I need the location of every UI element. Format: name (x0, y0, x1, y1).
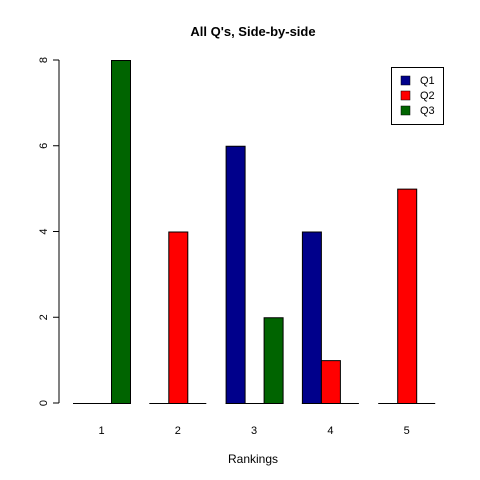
x-axis-tick-labels: 1 2 3 4 5 (98, 425, 409, 437)
x-tick-label-1: 1 (98, 425, 104, 437)
y-tick-label-0: 0 (38, 400, 50, 406)
legend: Q1 Q2 Q3 (391, 67, 444, 125)
chart-title: All Q's, Side-by-side (190, 24, 315, 39)
bar-q2-2 (168, 231, 189, 404)
legend-label-q2: Q2 (420, 90, 435, 102)
y-tick-label-4: 8 (38, 57, 50, 63)
y-tick-label-1: 2 (38, 314, 50, 320)
bars (111, 60, 418, 404)
y-tick-label-2: 4 (38, 228, 50, 234)
x-tick-label-3: 3 (251, 425, 257, 437)
x-tick-label-5: 5 (404, 425, 410, 437)
bar-q2-5 (397, 188, 418, 404)
x-axis-label: Rankings (228, 452, 278, 466)
legend-label-q3: Q3 (420, 105, 435, 117)
bar-q1-3 (225, 145, 246, 404)
legend-swatch-q1 (400, 75, 411, 86)
x-tick-label-4: 4 (327, 425, 333, 437)
bar-q2-4 (320, 360, 341, 404)
bar-q3-3 (263, 317, 284, 404)
bar-q3-1 (111, 60, 131, 404)
legend-swatch-q2 (400, 90, 411, 101)
bar-q1-4 (301, 231, 322, 404)
y-tick-label-3: 6 (38, 143, 50, 149)
legend-swatch-q3 (400, 105, 411, 116)
x-tick-label-2: 2 (175, 425, 181, 437)
y-axis: 0 2 4 6 8 (38, 57, 60, 406)
legend-label-q1: Q1 (420, 75, 435, 87)
legend-box (391, 67, 444, 125)
